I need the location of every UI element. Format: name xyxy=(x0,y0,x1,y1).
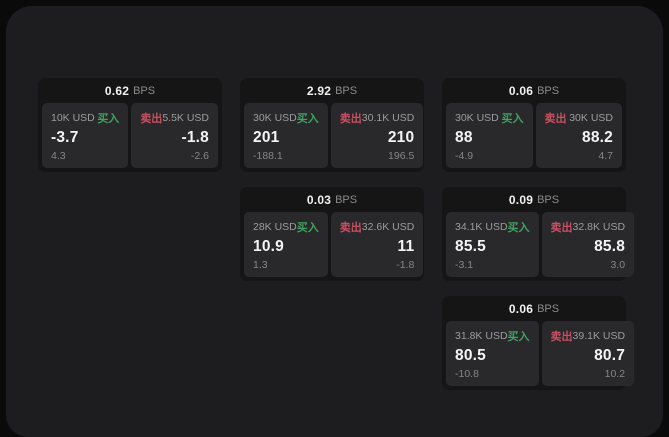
quote-card: 2.92 BPS 30K USD 买入 201 -188.1 卖出 30.1K … xyxy=(240,78,424,172)
spread-unit: BPS xyxy=(335,84,358,97)
buy-delta: 4.3 xyxy=(51,150,66,162)
sell-size-label: 32.6K USD xyxy=(361,221,415,233)
spread-value: 0.62 xyxy=(104,83,130,98)
quote-card: 0.06 BPS 30K USD 买入 88 -4.9 卖出 30K USD xyxy=(442,78,626,172)
quote-card: 0.09 BPS 34.1K USD 买入 85.5 -3.1 卖出 32.8K… xyxy=(442,187,635,281)
sell-price: 85.8 xyxy=(594,238,626,255)
sell-price: 80.7 xyxy=(594,347,626,364)
sell-delta: -1.8 xyxy=(396,259,415,271)
buy-panel[interactable]: 28K USD 买入 10.9 1.3 xyxy=(244,212,328,277)
buy-delta: -188.1 xyxy=(253,150,283,162)
buy-button[interactable]: 买入 xyxy=(507,331,530,343)
sell-button[interactable]: 卖出 xyxy=(339,113,362,125)
spread-header: 0.62 BPS xyxy=(42,78,218,103)
buy-price: -3.7 xyxy=(51,129,79,146)
sell-delta: 3.0 xyxy=(610,259,626,271)
sell-panel[interactable]: 卖出 30K USD 88.2 4.7 xyxy=(535,103,622,168)
buy-delta: -4.9 xyxy=(455,150,474,162)
sell-delta: 4.7 xyxy=(598,150,613,162)
sell-button[interactable]: 卖出 xyxy=(140,113,163,125)
sell-delta: 10.2 xyxy=(604,368,626,380)
buy-price: 85.5 xyxy=(455,238,486,255)
spread-value: 0.03 xyxy=(306,192,332,207)
buy-panel[interactable]: 31.8K USD 买入 80.5 -10.8 xyxy=(446,321,539,386)
sell-delta: -2.6 xyxy=(190,150,209,162)
buy-price: 201 xyxy=(253,129,280,146)
quote-card-grid: 0.62 BPS 10K USD 买入 -3.7 4.3 卖出 5.5K USD xyxy=(38,78,635,390)
buy-button[interactable]: 买入 xyxy=(296,113,319,125)
spread-header: 0.06 BPS xyxy=(446,78,622,103)
buy-button[interactable]: 买入 xyxy=(507,222,530,234)
sell-size-label: 5.5K USD xyxy=(162,112,209,124)
buy-panel[interactable]: 30K USD 买入 201 -188.1 xyxy=(244,103,328,168)
sell-panel[interactable]: 卖出 5.5K USD -1.8 -2.6 xyxy=(131,103,218,168)
buy-delta: 1.3 xyxy=(253,259,268,271)
quote-panels: 30K USD 买入 88 -4.9 卖出 30K USD 88.2 4.7 xyxy=(446,103,622,168)
buy-size-label: 10K USD xyxy=(51,112,95,124)
spread-value: 0.09 xyxy=(508,192,534,207)
sell-price: 11 xyxy=(397,238,415,255)
quote-card: 0.62 BPS 10K USD 买入 -3.7 4.3 卖出 5.5K USD xyxy=(38,78,222,172)
spread-unit: BPS xyxy=(133,84,156,97)
spread-unit: BPS xyxy=(537,84,560,97)
sell-price: 210 xyxy=(387,129,415,146)
buy-size-label: 34.1K USD xyxy=(455,221,508,233)
quote-panels: 30K USD 买入 201 -188.1 卖出 30.1K USD 210 1… xyxy=(244,103,424,168)
buy-panel[interactable]: 30K USD 买入 88 -4.9 xyxy=(446,103,533,168)
sell-panel[interactable]: 卖出 39.1K USD 80.7 10.2 xyxy=(541,321,635,386)
sell-size-label: 30.1K USD xyxy=(361,112,415,124)
sell-panel[interactable]: 卖出 30.1K USD 210 196.5 xyxy=(330,103,424,168)
buy-panel[interactable]: 10K USD 买入 -3.7 4.3 xyxy=(42,103,129,168)
buy-button[interactable]: 买入 xyxy=(501,113,524,125)
sell-delta: 196.5 xyxy=(388,150,415,162)
sell-button[interactable]: 卖出 xyxy=(550,222,573,234)
spread-value: 2.92 xyxy=(306,83,332,98)
sell-size-label: 30K USD xyxy=(569,112,613,124)
spread-header: 0.03 BPS xyxy=(244,187,420,212)
buy-button[interactable]: 买入 xyxy=(296,222,319,234)
quote-card: 0.03 BPS 28K USD 买入 10.9 1.3 卖出 32.6K US… xyxy=(240,187,424,281)
buy-button[interactable]: 买入 xyxy=(97,113,120,125)
sell-panel[interactable]: 卖出 32.6K USD 11 -1.8 xyxy=(330,212,424,277)
app-surface: 0.62 BPS 10K USD 买入 -3.7 4.3 卖出 5.5K USD xyxy=(6,6,663,437)
quote-panels: 31.8K USD 买入 80.5 -10.8 卖出 39.1K USD 80.… xyxy=(446,321,635,386)
sell-button[interactable]: 卖出 xyxy=(544,113,567,125)
sell-price: -1.8 xyxy=(181,129,209,146)
buy-delta: -10.8 xyxy=(455,368,479,380)
sell-size-label: 39.1K USD xyxy=(572,330,626,342)
buy-price: 10.9 xyxy=(253,238,284,255)
spread-unit: BPS xyxy=(537,302,560,315)
spread-value: 0.06 xyxy=(508,301,534,316)
buy-size-label: 31.8K USD xyxy=(455,330,508,342)
spread-header: 2.92 BPS xyxy=(244,78,420,103)
buy-price: 88 xyxy=(455,129,473,146)
buy-size-label: 28K USD xyxy=(253,221,297,233)
spread-header: 0.09 BPS xyxy=(446,187,622,212)
quote-card: 0.06 BPS 31.8K USD 买入 80.5 -10.8 卖出 39.1… xyxy=(442,296,635,390)
buy-delta: -3.1 xyxy=(455,259,474,271)
sell-price: 88.2 xyxy=(582,129,613,146)
spread-value: 0.06 xyxy=(508,83,534,98)
sell-panel[interactable]: 卖出 32.8K USD 85.8 3.0 xyxy=(541,212,635,277)
spread-unit: BPS xyxy=(537,193,560,206)
sell-size-label: 32.8K USD xyxy=(572,221,626,233)
buy-panel[interactable]: 34.1K USD 买入 85.5 -3.1 xyxy=(446,212,539,277)
buy-price: 80.5 xyxy=(455,347,486,364)
quote-panels: 34.1K USD 买入 85.5 -3.1 卖出 32.8K USD 85.8… xyxy=(446,212,635,277)
sell-button[interactable]: 卖出 xyxy=(339,222,362,234)
quote-panels: 28K USD 买入 10.9 1.3 卖出 32.6K USD 11 -1.8 xyxy=(244,212,424,277)
quote-panels: 10K USD 买入 -3.7 4.3 卖出 5.5K USD -1.8 -2.… xyxy=(42,103,218,168)
buy-size-label: 30K USD xyxy=(253,112,297,124)
sell-button[interactable]: 卖出 xyxy=(550,331,573,343)
buy-size-label: 30K USD xyxy=(455,112,499,124)
spread-unit: BPS xyxy=(335,193,358,206)
spread-header: 0.06 BPS xyxy=(446,296,622,321)
